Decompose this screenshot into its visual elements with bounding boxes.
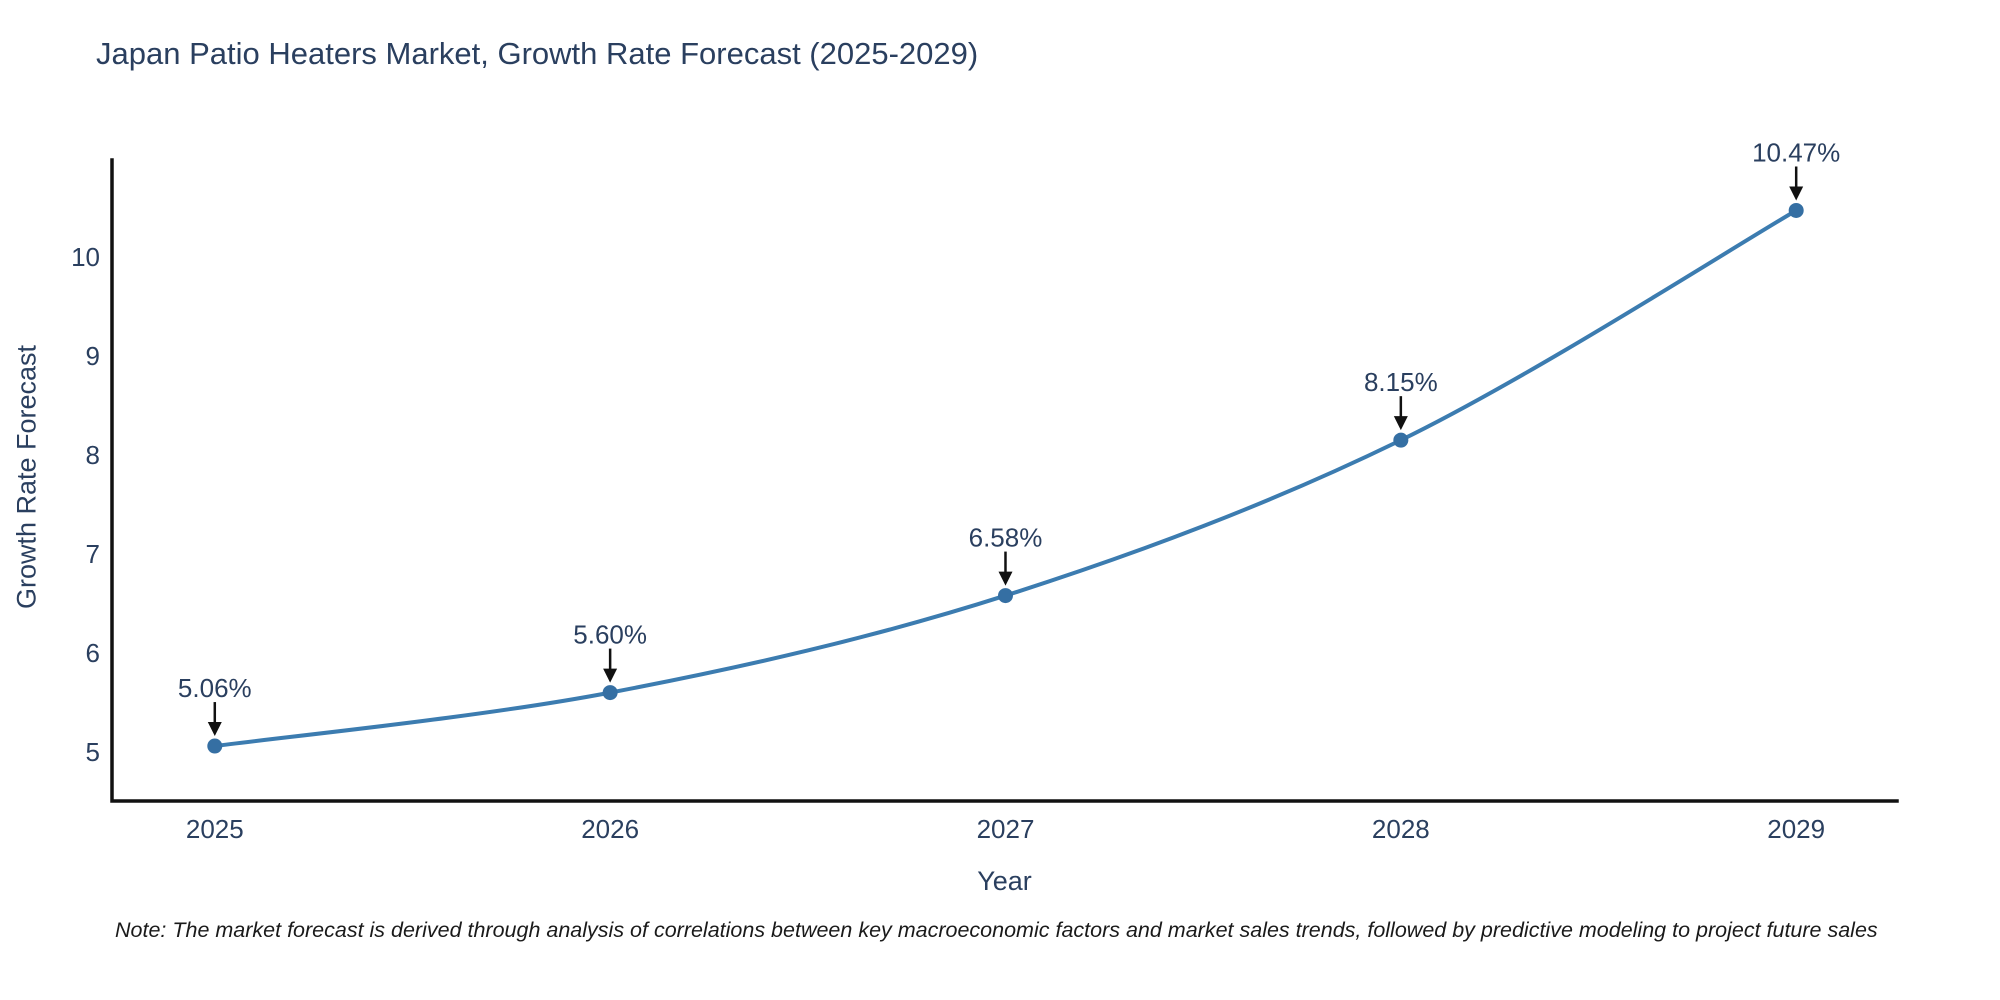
y-tick-label: 6 (86, 638, 100, 668)
data-point-label: 6.58% (969, 523, 1043, 553)
x-tick-label: 2026 (581, 814, 639, 844)
footnote: Note: The market forecast is derived thr… (115, 918, 1878, 942)
chart-title: Japan Patio Heaters Market, Growth Rate … (96, 36, 979, 71)
x-tick-label: 2028 (1372, 814, 1430, 844)
forecast-line (214, 208, 1798, 749)
annotation-arrow-head (207, 722, 222, 737)
data-point-label: 10.47% (1752, 137, 1840, 167)
annotation-arrow-head (1789, 186, 1804, 201)
annotation-arrow-head (603, 668, 618, 683)
y-tick-label: 5 (86, 737, 100, 767)
annotation-arrow-head (1393, 416, 1408, 431)
y-axis-title: Growth Rate Forecast (11, 344, 42, 610)
data-point-marker (207, 738, 223, 754)
y-tick-label: 10 (71, 242, 100, 272)
data-point-marker (602, 685, 618, 701)
data-point-marker (1393, 432, 1409, 448)
data-point-label: 8.15% (1364, 367, 1438, 397)
x-tick-label: 2027 (977, 814, 1035, 844)
axis-spines (110, 158, 1899, 803)
data-point-label: 5.60% (573, 620, 647, 650)
data-point-label: 5.06% (178, 673, 252, 703)
y-tick-label: 8 (86, 440, 100, 470)
y-tick-label: 9 (86, 341, 100, 371)
x-tick-label: 2025 (186, 814, 244, 844)
data-point-marker (997, 588, 1013, 604)
x-tick-label: 2029 (1767, 814, 1825, 844)
x-axis-title: Year (977, 866, 1032, 896)
data-point-marker (1788, 202, 1804, 218)
y-tick-label: 7 (86, 539, 100, 569)
annotation-arrow-head (998, 571, 1013, 586)
